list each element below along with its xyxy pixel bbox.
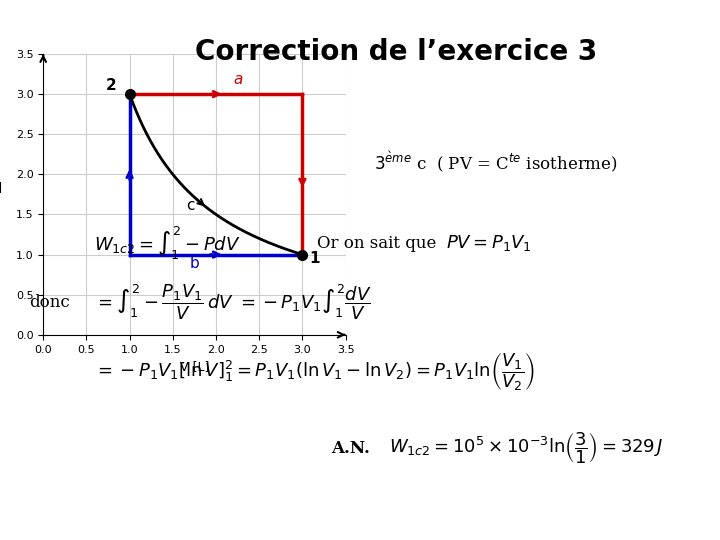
Text: $= -P_1V_1\left[\ln V\right]_{1}^{2} = P_1V_1\left(\ln V_1 - \ln V_2\right) = P_: $= -P_1V_1\left[\ln V\right]_{1}^{2} = P… xyxy=(94,352,534,394)
Text: $PV = P_1V_1$: $PV = P_1V_1$ xyxy=(446,233,532,253)
Text: A.N.: A.N. xyxy=(331,440,370,457)
Text: 1: 1 xyxy=(310,251,320,266)
Text: Or on sait que: Or on sait que xyxy=(317,234,436,252)
Text: $W_{1c2} = \int_{1}^{2} -P dV$: $W_{1c2} = \int_{1}^{2} -P dV$ xyxy=(94,225,240,261)
Text: Correction de l’exercice 3: Correction de l’exercice 3 xyxy=(195,38,597,66)
Text: donc: donc xyxy=(29,294,70,311)
X-axis label: V [L]: V [L] xyxy=(180,360,209,373)
Text: c: c xyxy=(186,198,194,213)
Text: $W_{1c2} = 10^5 \times 10^{-3} \ln\!\left(\dfrac{3}{1}\right) = 329\,J$: $W_{1c2} = 10^5 \times 10^{-3} \ln\!\lef… xyxy=(389,430,664,466)
Text: $= \int_{1}^{2} -\dfrac{P_1V_1}{V}\, dV\ = -P_1V_1\int_{1}^{2} \dfrac{dV}{V}$: $= \int_{1}^{2} -\dfrac{P_1V_1}{V}\, dV\… xyxy=(94,283,371,322)
Text: b: b xyxy=(190,256,200,271)
Y-axis label: P [bar]: P [bar] xyxy=(0,181,2,194)
Text: 2: 2 xyxy=(106,78,117,93)
Text: a: a xyxy=(233,72,243,87)
Text: $3^{\`{e}me}$ c  ( PV = C$^{te}$ isotherme): $3^{\`{e}me}$ c ( PV = C$^{te}$ isotherm… xyxy=(374,149,618,175)
